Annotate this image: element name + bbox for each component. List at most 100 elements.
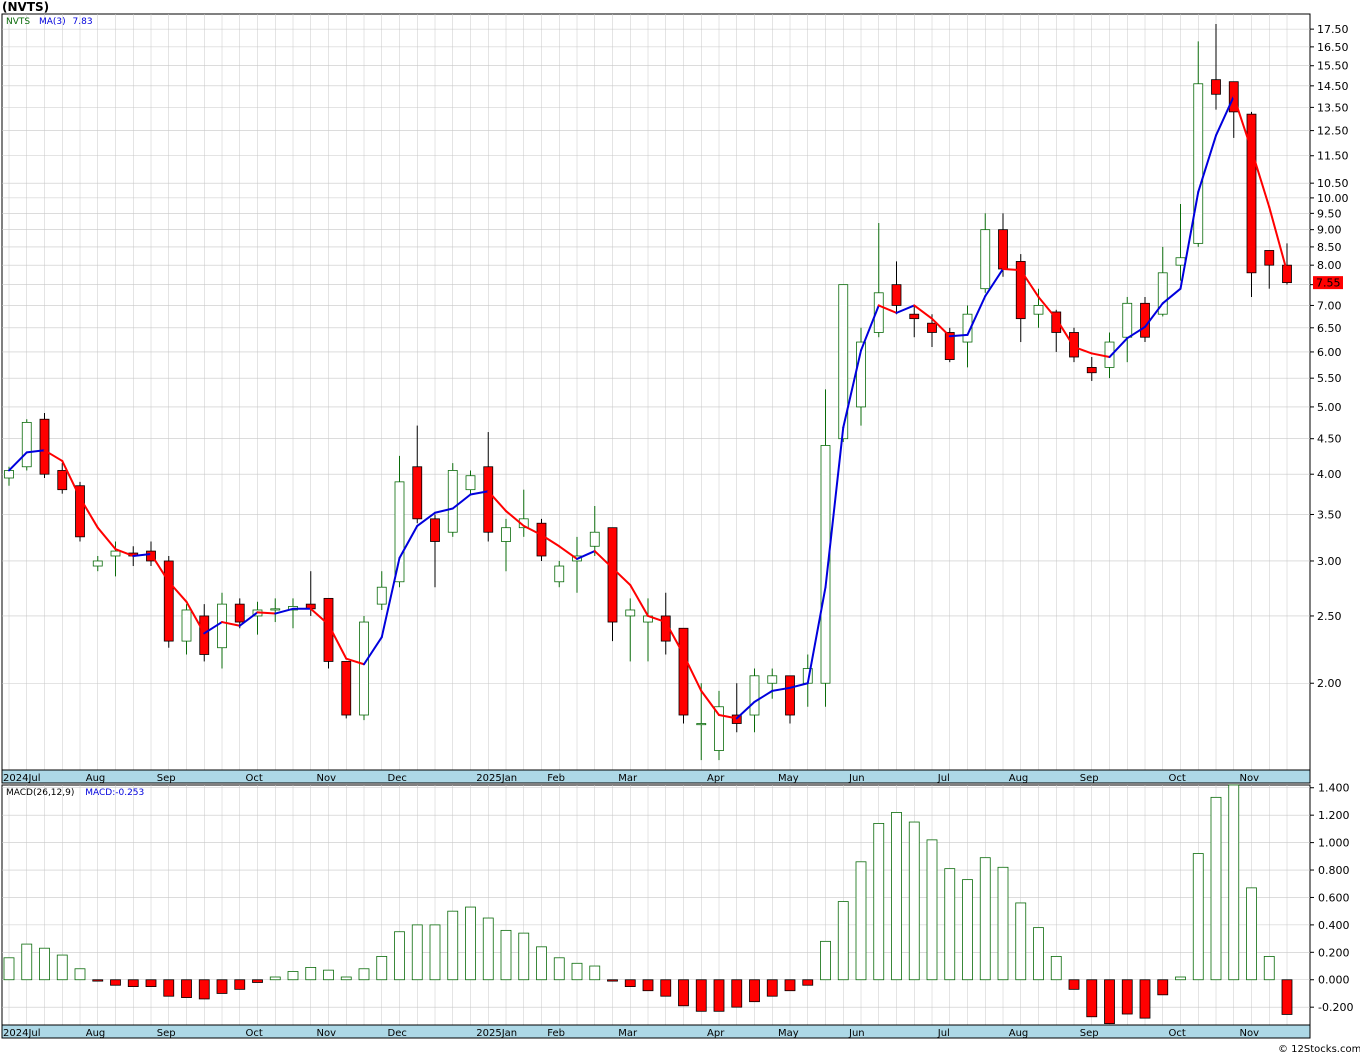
macd-month-label: Nov	[1240, 1028, 1260, 1039]
candle-body-up	[856, 341, 866, 408]
candle	[873, 223, 884, 338]
candle	[394, 455, 405, 588]
macd-bar-positive	[962, 879, 973, 981]
ma-segment	[629, 584, 649, 617]
price-ytick-label: 2.00	[1317, 677, 1342, 690]
candle	[1193, 41, 1204, 247]
price-ytick-label: 5.50	[1317, 372, 1342, 385]
price-ytick-label: 15.50	[1317, 60, 1349, 73]
macd-bar-negative	[1086, 979, 1098, 1018]
candle-body-down	[1069, 332, 1079, 358]
price-panel: 17.50 16.50 15.50 14.50 13.50 12.50 11.50 10.50…	[1, 13, 1349, 784]
ma-segment	[61, 459, 81, 499]
macd-bar-negative	[749, 979, 760, 1003]
ma-segment	[96, 526, 117, 551]
macd-bar-negative	[713, 979, 725, 1012]
candle	[323, 597, 334, 669]
ma-segment	[505, 510, 525, 527]
ma-segment	[1144, 302, 1164, 328]
macd-month-label: Aug	[86, 1028, 106, 1039]
macd-bar-positive	[891, 812, 902, 981]
candle-body-up	[767, 675, 778, 684]
candle	[1211, 23, 1221, 110]
candle-body-up	[92, 560, 103, 567]
candle-body-up	[749, 675, 760, 716]
candle-body-down	[412, 466, 423, 520]
macd-bar-negative	[802, 979, 814, 986]
candlesticks	[4, 23, 1292, 761]
candle-body-up	[1175, 257, 1186, 266]
price-month-label: 2024Jul	[3, 773, 41, 784]
price-ytick-label: 11.50	[1317, 150, 1349, 163]
ma-segment	[398, 524, 419, 559]
price-x-axis: 2024Jul Aug Sep Oct Nov Dec 2025Jan Feb Mar Apr Ma…	[3, 773, 1259, 784]
price-month-label: Aug	[86, 773, 106, 784]
ma-segment	[1055, 317, 1075, 348]
macd-bar-negative	[607, 979, 618, 982]
macd-bar-positive	[589, 965, 601, 981]
candle-body-down	[1282, 264, 1292, 284]
candle	[1246, 111, 1257, 297]
candle-body-down	[146, 550, 156, 562]
candle-body-down	[1051, 311, 1062, 333]
macd-bar-positive	[323, 969, 334, 981]
candle-body-down	[927, 322, 937, 333]
macd-bar-negative	[1068, 979, 1080, 990]
ma-segment	[647, 614, 667, 624]
macd-ytick-label: 1.200	[1318, 809, 1350, 822]
macd-bar-positive	[340, 976, 352, 981]
macd-bar-negative	[766, 979, 778, 997]
candle-body-down	[163, 560, 174, 642]
macd-bar-positive	[979, 857, 991, 981]
ma-segment	[238, 611, 259, 627]
price-y-axis: 17.50 16.50 15.50 14.50 13.50 12.50 11.50 10.50…	[1310, 23, 1349, 690]
candle	[163, 555, 174, 648]
candle	[75, 481, 85, 542]
moving-average-line	[8, 95, 1288, 720]
macd-bar-positive	[1228, 784, 1240, 981]
ma-segment	[1126, 325, 1146, 340]
candle-body-up	[1033, 305, 1044, 315]
ma-segment	[877, 304, 898, 314]
ma-segment	[363, 636, 383, 666]
macd-bar-positive	[536, 946, 547, 981]
price-month-label: Feb	[547, 773, 565, 784]
ma-segment	[1215, 95, 1235, 137]
candle	[430, 514, 440, 588]
price-ytick-label: 8.50	[1317, 241, 1342, 254]
macd-bar-positive	[376, 956, 388, 981]
macd-legend: MACD(26,12,9) MACD:-0.253	[6, 788, 144, 798]
candle	[962, 305, 973, 368]
macd-bar-positive	[1192, 853, 1204, 981]
candle-body-down	[341, 661, 352, 716]
macd-bar-positive	[1246, 887, 1257, 981]
ma-segment	[931, 317, 951, 338]
ma-segment	[1002, 267, 1022, 272]
ma-segment	[274, 607, 294, 615]
macd-month-label: Sep	[1080, 1028, 1099, 1039]
price-ytick-label: 14.50	[1317, 80, 1349, 93]
macd-ytick-label: 0.200	[1318, 946, 1350, 959]
macd-ytick-label: 0.400	[1318, 919, 1350, 932]
candle-body-up	[714, 706, 724, 751]
candle-body-down	[944, 332, 955, 360]
candle-body-up	[962, 313, 973, 343]
macd-bar-negative	[234, 979, 246, 990]
price-month-label: Nov	[317, 773, 337, 784]
current-price-marker: 7.55	[1313, 276, 1343, 290]
ma-segment	[948, 333, 969, 338]
candle	[501, 518, 511, 572]
macd-bar-positive	[500, 929, 512, 981]
candle	[838, 284, 849, 443]
candle-body-down	[430, 518, 440, 542]
price-ytick-label: 3.50	[1317, 508, 1342, 521]
current-price-box	[1313, 276, 1343, 290]
ma-segment	[611, 567, 632, 587]
price-month-label: Dec	[388, 773, 407, 784]
macd-ytick-label: 0.000	[1318, 974, 1350, 987]
price-ytick-label: 7.00	[1317, 299, 1342, 312]
macd-bar-positive	[447, 910, 459, 981]
ma-segment	[327, 623, 348, 660]
ma-segment	[984, 267, 1004, 298]
